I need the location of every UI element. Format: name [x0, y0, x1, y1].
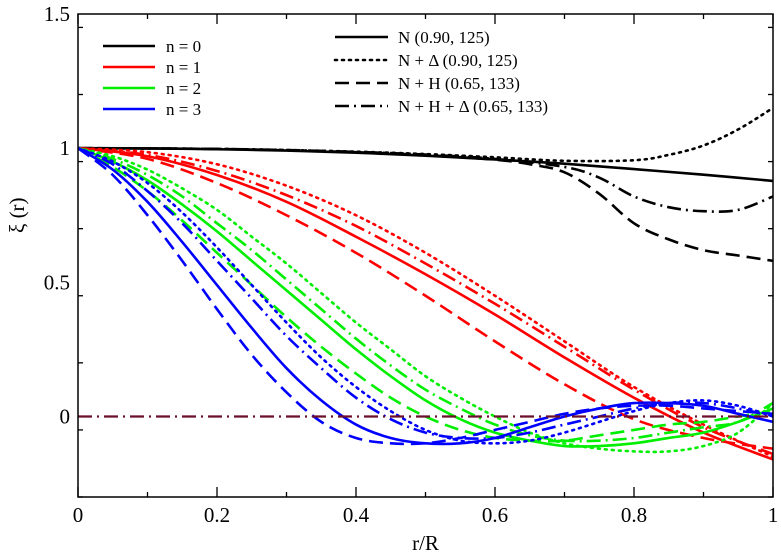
legend-label-n2: n = 2	[166, 79, 201, 98]
curves-layer	[78, 106, 773, 461]
y-tick-label: 0.5	[44, 270, 70, 294]
legend-label-n3: n = 3	[166, 100, 201, 119]
x-tick-label: 0.6	[482, 503, 508, 527]
series-line-n1-dotted	[78, 146, 773, 459]
series-line-n0-dashdot	[78, 146, 773, 213]
series-line-n2-solid	[78, 146, 773, 448]
series-line-n2-dashed	[78, 147, 773, 443]
series-line-n1-solid	[78, 146, 773, 461]
legend-label-dashdot: N + H + Δ (0.65, 133)	[398, 97, 548, 116]
series-line-n3-dashed	[78, 147, 773, 446]
series-line-n1-dashed	[78, 146, 773, 450]
x-tick-label: 0.2	[204, 503, 230, 527]
y-tick-label: 1.5	[44, 2, 70, 26]
series-line-n3-dotted	[78, 146, 773, 445]
y-tick-label: 0	[60, 405, 71, 429]
legend: n = 0 n = 1 n = 2 n = 3 N (0.90, 125) N + Δ (…	[103, 28, 548, 119]
ticks-layer: 0 0.2 0.4 0.6 0.8 1 0 0.5 1 1.5	[44, 2, 779, 527]
x-tick-label: 1	[768, 503, 779, 527]
series-line-n3-dashdot	[78, 146, 773, 440]
x-tick-label: 0.4	[343, 503, 370, 527]
series-line-n1-dashdot	[78, 146, 773, 456]
x-tick-label: 0	[73, 503, 84, 527]
x-axis-label: r/R	[412, 531, 439, 554]
series-line-n2-dotted	[78, 146, 773, 454]
y-axis-label: ξ (r)	[5, 197, 29, 233]
series-line-n2-dashdot	[78, 146, 773, 443]
legend-label-n0: n = 0	[166, 37, 201, 56]
x-tick-label: 0.8	[621, 503, 647, 527]
legend-label-dotted: N + Δ (0.90, 125)	[398, 51, 518, 70]
legend-label-n1: n = 1	[166, 58, 201, 77]
y-tick-label: 1	[60, 136, 71, 160]
legend-label-solid: N (0.90, 125)	[398, 28, 490, 47]
series-line-n3-solid	[78, 147, 773, 446]
legend-label-dashed: N + H (0.65, 133)	[398, 74, 520, 93]
